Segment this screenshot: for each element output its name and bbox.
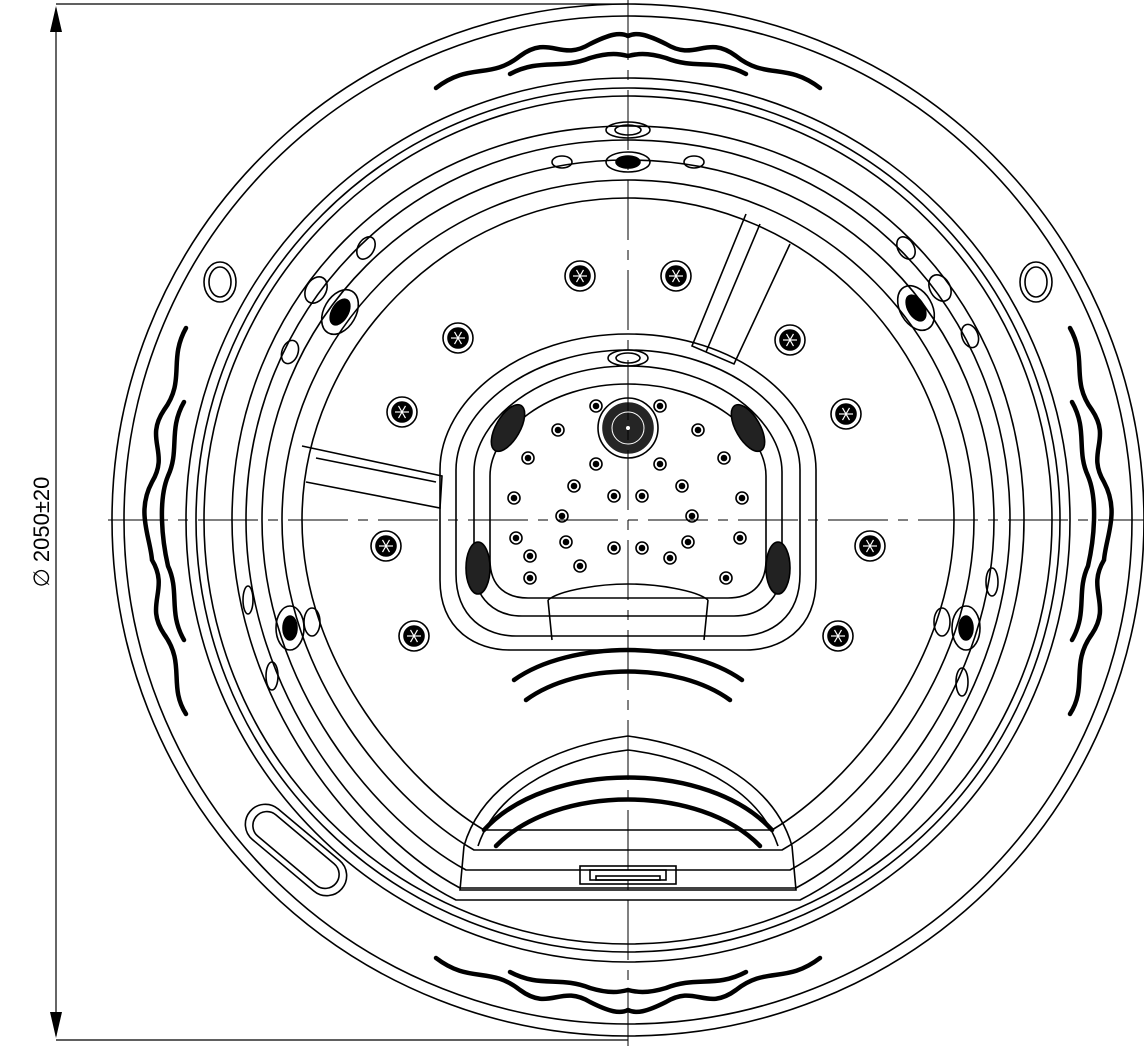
rosette-jet-icon [398,620,430,652]
rosette-jet-icon [830,398,862,430]
seat-arc-strips [481,647,775,849]
floor-jet-icon [653,399,667,413]
floor-jet-icon [735,491,749,505]
floor-jet-icon [685,509,699,523]
floor-jet-icon [681,535,695,549]
floor-jet-icon [607,489,621,503]
floor-jet-icon [635,489,649,503]
floor-jet-icon [635,541,649,555]
floor-jet-icon [663,551,677,565]
floor-jet-icon [717,451,731,465]
floor-jet-icon [589,399,603,413]
rim-accessories [203,261,1053,897]
floor-jet-icon [675,479,689,493]
floor-jet-icon [589,457,603,471]
rosette-jet-icon [564,260,596,292]
rosette-jet-icon [774,324,806,356]
dimension-line [50,3,628,1041]
seat-jets [370,260,886,652]
rosette-jet-icon [442,322,474,354]
floor-jet-icon [607,541,621,555]
floor-jet-icon [567,479,581,493]
rosette-jet-icon [386,396,418,428]
center-footwell [439,333,817,651]
headrest-jets [551,121,705,367]
seat-dividers [301,213,797,891]
inner-shell [231,125,1025,901]
floor-jet-icon [573,559,587,573]
floor-jet-icon [555,509,569,523]
floor-jet-icon [653,457,667,471]
wall-jets [242,236,999,697]
rosette-jet-icon [370,530,402,562]
lounge-jets [465,403,791,595]
floor-jet-icon [509,531,523,545]
rosette-jet-icon [660,260,692,292]
floor-jet-icon [523,549,537,563]
rim-wave-decorations [142,31,1114,1015]
floor-jet-icon [551,423,565,437]
rosette-jet-icon [854,530,886,562]
rosette-jet-icon [822,620,854,652]
floor-jet-icon [523,571,537,585]
floor-jets [507,399,749,585]
floor-jet-icon [733,531,747,545]
floor-jet-icon [691,423,705,437]
floor-jet-icon [521,451,535,465]
center-lines [108,0,1144,1046]
floor-jet-icon [559,535,573,549]
floor-jet-icon [719,571,733,585]
center-nozzle [597,397,659,459]
filter-box [579,865,677,885]
floor-jet-icon [507,491,521,505]
